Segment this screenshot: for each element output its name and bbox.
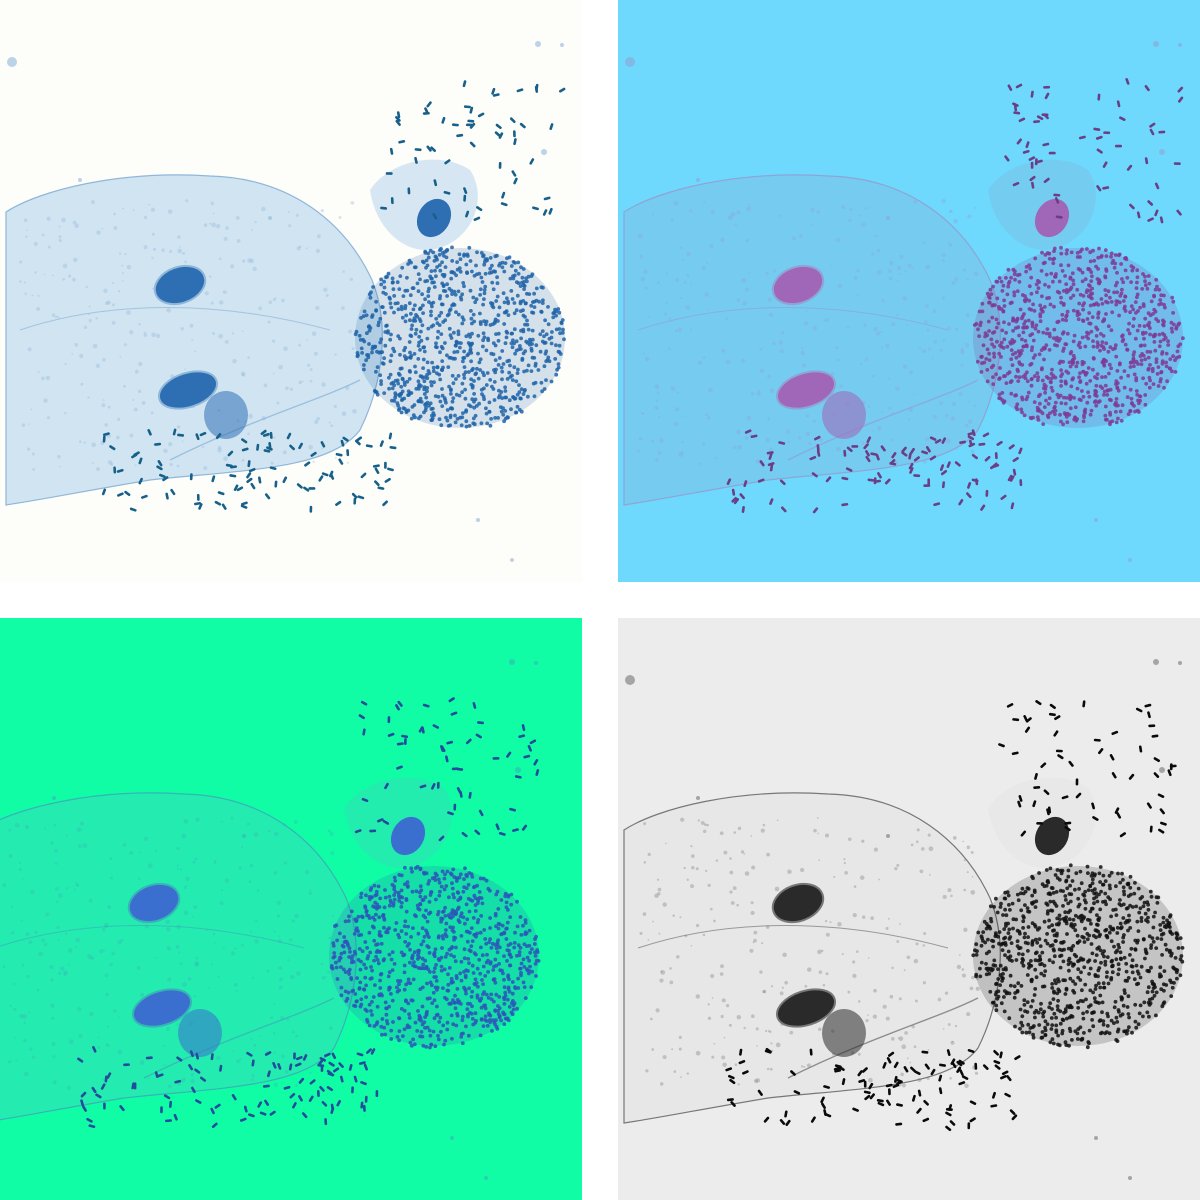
cell-texture bbox=[2, 816, 335, 1090]
bacterial-cluster bbox=[329, 864, 541, 1050]
nucleus bbox=[771, 882, 825, 924]
rod-bacteria bbox=[77, 697, 540, 1129]
small-cell bbox=[988, 159, 1096, 251]
cell-fold bbox=[637, 307, 949, 331]
dark-region bbox=[822, 1009, 866, 1057]
bacterial-cluster bbox=[353, 245, 566, 429]
debris bbox=[7, 41, 564, 562]
small-cell bbox=[370, 159, 478, 251]
nucleus bbox=[775, 370, 837, 410]
panel-green-blue-filter bbox=[0, 618, 582, 1200]
micrograph-svg bbox=[0, 0, 582, 582]
panel-grayscale-edge bbox=[618, 618, 1200, 1200]
dark-region bbox=[204, 391, 248, 439]
debris bbox=[625, 41, 1182, 562]
nucleus bbox=[157, 370, 219, 410]
nucleus bbox=[771, 264, 825, 306]
epithelial-cell bbox=[623, 174, 1001, 506]
epithelial-cell bbox=[623, 792, 1001, 1124]
panel-cyan-magenta-filter bbox=[618, 0, 1200, 582]
epithelial-cell bbox=[5, 174, 383, 506]
nucleus bbox=[153, 264, 207, 306]
nucleus bbox=[416, 198, 452, 238]
nucleus bbox=[1034, 198, 1070, 238]
cell-fold bbox=[0, 925, 305, 949]
rod-bacteria bbox=[725, 700, 1177, 1132]
nucleus bbox=[131, 988, 193, 1028]
micrograph-svg bbox=[618, 618, 1200, 1200]
bacterial-cluster bbox=[971, 863, 1185, 1050]
nucleus bbox=[390, 816, 426, 856]
cell-fold bbox=[169, 379, 361, 461]
nucleus bbox=[1034, 816, 1070, 856]
panel-original-blue-stain bbox=[0, 0, 582, 582]
dark-region bbox=[822, 391, 866, 439]
nucleus bbox=[127, 882, 181, 924]
rod-bacteria bbox=[726, 78, 1184, 514]
debris bbox=[625, 659, 1182, 1180]
rod-bacteria bbox=[101, 80, 566, 513]
cell-fold bbox=[637, 925, 949, 949]
micrograph-svg bbox=[618, 0, 1200, 582]
bacterial-cluster bbox=[972, 245, 1185, 428]
debris bbox=[52, 659, 538, 1180]
micrograph-svg bbox=[0, 618, 582, 1200]
cell-texture bbox=[19, 199, 357, 472]
cell-fold bbox=[787, 997, 979, 1079]
nucleus bbox=[775, 988, 837, 1028]
small-cell bbox=[344, 777, 452, 869]
cell-fold bbox=[19, 307, 331, 331]
cell-texture bbox=[637, 198, 979, 465]
dark-region bbox=[178, 1009, 222, 1057]
epithelial-cell bbox=[0, 792, 357, 1121]
cell-fold bbox=[143, 997, 335, 1079]
